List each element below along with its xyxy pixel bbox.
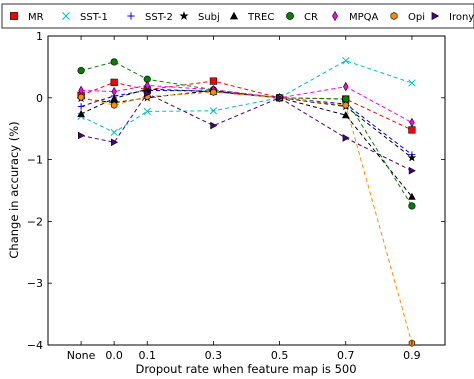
point-mr — [210, 78, 217, 85]
y-tick-label: −4 — [27, 339, 43, 352]
point-opi — [78, 94, 84, 101]
point-cr — [409, 203, 416, 210]
plot-area: 1 0 −1 −2 −3 −4 None 0.0 0.1 0.3 0.5 0.7 0.9 — [27, 30, 445, 362]
legend-marker-opi — [391, 12, 397, 19]
x-axis-label: Dropout rate when feature map is 500 — [135, 362, 356, 376]
y-tick-label: 1 — [36, 30, 43, 43]
point-mr — [409, 127, 416, 134]
legend-label-cr: CR — [304, 12, 318, 23]
point-cr — [342, 96, 349, 103]
x-tick-label: 0.9 — [403, 349, 421, 362]
point-cr — [78, 67, 85, 74]
x-tick-label: 0.7 — [337, 349, 355, 362]
legend-label-sst-1: SST-1 — [80, 12, 108, 23]
point-opi — [111, 102, 117, 109]
legend-label-sst-2: SST-2 — [145, 12, 173, 23]
legend-label-opi: Opi — [408, 12, 425, 23]
point-opi — [211, 89, 217, 96]
legend: MR SST-1 SST-2 Subj TREC CR MPQA Opi Irony — [2, 4, 474, 28]
x-tick-label: 0.1 — [139, 349, 157, 362]
legend-label-mr: MR — [28, 12, 44, 23]
x-tick-label: 0.0 — [105, 349, 123, 362]
y-tick-label: 0 — [36, 92, 43, 105]
x-tick-label: 0.3 — [205, 349, 223, 362]
legend-marker-mr — [10, 12, 17, 19]
legend-label-irony: Irony — [449, 12, 474, 23]
legend-frame — [2, 4, 474, 28]
legend-label-trec: TREC — [247, 12, 274, 23]
plot-frame — [48, 36, 445, 345]
legend-label-mpqa: MPQA — [349, 12, 379, 23]
legend-label-subj: Subj — [198, 12, 220, 23]
point-opi — [343, 102, 349, 109]
x-tick-label: None — [67, 349, 96, 362]
y-axis-label: Change in accuracy (%) — [7, 121, 21, 258]
legend-marker-cr — [286, 12, 293, 19]
point-cr — [111, 59, 118, 66]
x-tick-label: 0.5 — [271, 349, 289, 362]
y-tick-label: −3 — [27, 277, 43, 290]
y-tick-label: −1 — [27, 154, 43, 167]
point-mr — [111, 79, 118, 86]
y-tick-label: −2 — [27, 215, 43, 228]
